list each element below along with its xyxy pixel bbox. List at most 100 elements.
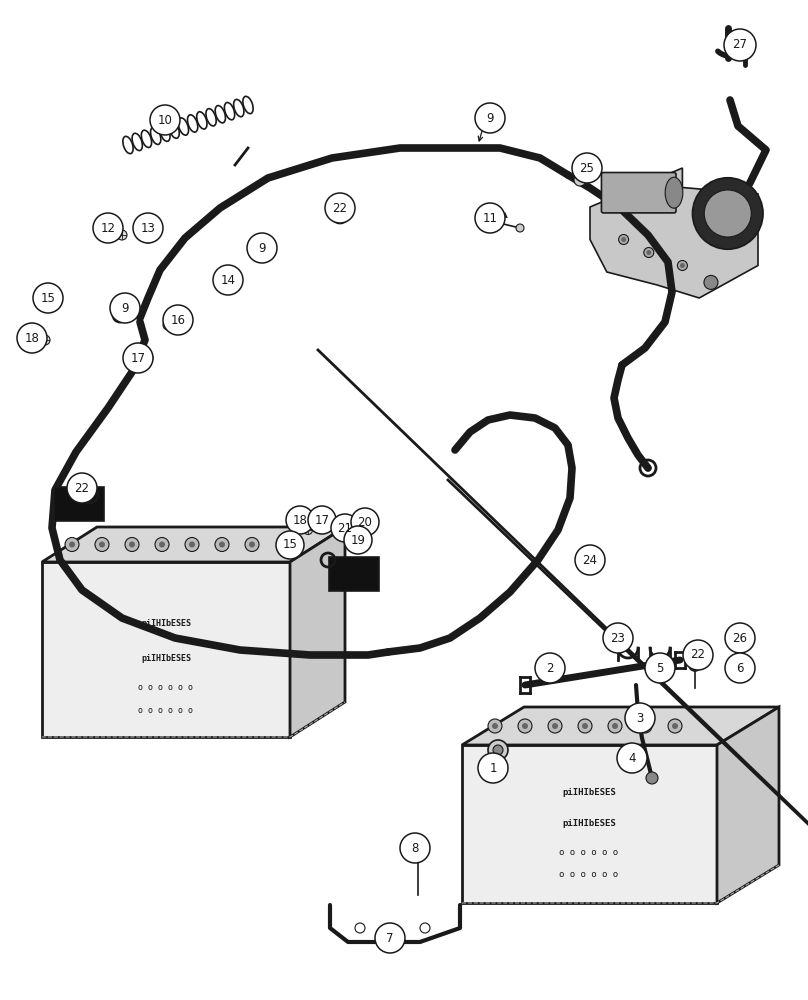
Circle shape [575, 545, 605, 575]
Text: 25: 25 [579, 161, 595, 174]
Circle shape [33, 283, 63, 313]
Circle shape [117, 230, 127, 240]
Circle shape [65, 538, 79, 552]
Text: 17: 17 [131, 352, 145, 364]
Circle shape [621, 237, 626, 242]
Circle shape [572, 153, 602, 183]
Circle shape [286, 506, 314, 534]
FancyBboxPatch shape [54, 487, 104, 521]
Circle shape [133, 213, 163, 243]
Ellipse shape [665, 177, 683, 208]
Text: 13: 13 [141, 222, 155, 234]
Circle shape [548, 719, 562, 733]
Circle shape [344, 526, 372, 554]
Polygon shape [717, 707, 779, 903]
Text: piIHIbESES: piIHIbESES [141, 619, 191, 628]
Circle shape [645, 464, 651, 472]
FancyBboxPatch shape [42, 562, 290, 737]
Circle shape [535, 653, 565, 683]
Circle shape [351, 540, 360, 550]
Circle shape [552, 723, 558, 729]
Circle shape [163, 320, 173, 330]
Circle shape [518, 719, 532, 733]
Text: o o o o o o: o o o o o o [559, 848, 619, 857]
Circle shape [336, 212, 343, 219]
Text: o o o o o o: o o o o o o [559, 870, 619, 879]
Circle shape [189, 542, 195, 548]
Text: 9: 9 [121, 302, 128, 314]
Circle shape [522, 723, 528, 729]
Circle shape [488, 719, 502, 733]
Circle shape [612, 723, 618, 729]
FancyBboxPatch shape [462, 745, 717, 903]
Circle shape [608, 719, 622, 733]
Text: 24: 24 [583, 554, 597, 566]
Circle shape [478, 753, 508, 783]
Text: 23: 23 [611, 632, 625, 645]
Text: o o o o o o: o o o o o o [138, 706, 193, 715]
Circle shape [17, 323, 47, 353]
Circle shape [725, 653, 755, 683]
Text: piIHIbESES: piIHIbESES [562, 788, 616, 797]
Circle shape [331, 514, 359, 542]
Circle shape [67, 473, 97, 503]
Circle shape [475, 203, 505, 233]
Text: 1: 1 [490, 762, 497, 774]
Circle shape [40, 335, 50, 345]
Circle shape [574, 174, 586, 186]
Text: 14: 14 [221, 273, 235, 286]
Circle shape [129, 542, 135, 548]
Circle shape [123, 343, 153, 373]
Circle shape [93, 213, 123, 243]
Circle shape [582, 723, 588, 729]
Circle shape [245, 538, 259, 552]
Circle shape [143, 353, 153, 363]
Polygon shape [590, 168, 758, 298]
Circle shape [95, 538, 109, 552]
Circle shape [625, 703, 655, 733]
Text: 20: 20 [358, 516, 372, 528]
Circle shape [645, 653, 675, 683]
Text: piIHIbESES: piIHIbESES [562, 820, 616, 828]
Text: 22: 22 [333, 202, 347, 215]
FancyBboxPatch shape [329, 557, 379, 591]
Circle shape [125, 538, 139, 552]
Circle shape [355, 923, 365, 933]
Circle shape [644, 247, 654, 257]
Circle shape [488, 740, 508, 760]
Circle shape [400, 833, 430, 863]
Circle shape [304, 526, 313, 534]
Circle shape [325, 193, 355, 223]
Circle shape [493, 745, 503, 755]
Circle shape [163, 305, 193, 335]
Circle shape [672, 723, 678, 729]
Text: 9: 9 [259, 241, 266, 254]
Text: 18: 18 [24, 332, 40, 344]
Circle shape [351, 508, 379, 536]
Circle shape [247, 233, 277, 263]
Circle shape [99, 542, 105, 548]
Circle shape [375, 923, 405, 953]
Circle shape [155, 538, 169, 552]
Ellipse shape [692, 178, 763, 249]
Circle shape [86, 491, 94, 498]
Circle shape [475, 103, 505, 133]
Text: 10: 10 [158, 113, 172, 126]
Circle shape [150, 105, 180, 135]
Circle shape [143, 233, 153, 243]
Circle shape [724, 29, 756, 61]
Circle shape [215, 538, 229, 552]
Text: 19: 19 [351, 534, 365, 546]
Circle shape [642, 723, 648, 729]
Text: 27: 27 [733, 38, 747, 51]
Circle shape [516, 224, 524, 232]
Circle shape [705, 190, 751, 237]
Circle shape [638, 719, 652, 733]
Circle shape [159, 542, 165, 548]
Text: 11: 11 [482, 212, 498, 225]
Text: 2: 2 [546, 662, 553, 674]
Text: o o o o o o: o o o o o o [138, 684, 193, 692]
Text: 26: 26 [733, 632, 747, 645]
Text: 6: 6 [736, 662, 743, 674]
Circle shape [185, 538, 199, 552]
